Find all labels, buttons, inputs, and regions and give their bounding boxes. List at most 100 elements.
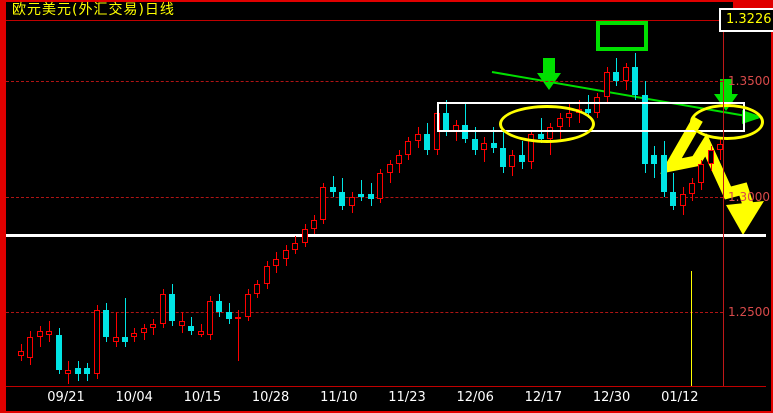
candle-body — [18, 351, 24, 356]
candle-body — [377, 173, 384, 199]
date-tick-label: 12/06 — [456, 390, 494, 405]
candle-body — [55, 335, 62, 370]
candle-body — [471, 138, 478, 151]
window-border-top — [0, 0, 773, 2]
gridline-1.3500 — [6, 81, 723, 83]
candle-body — [140, 328, 147, 333]
candle-body — [292, 242, 299, 250]
date-axis: 09/21 10/04 10/15 10/28 11/10 11/23 12/06 12/17… — [6, 388, 766, 411]
candle-body — [688, 182, 695, 195]
price-plot-area[interactable]: 1.3500 1.3000 1.2500 1.3226 — [6, 8, 773, 386]
candle-body — [717, 144, 724, 151]
window-border-bottom — [0, 411, 773, 413]
candle-body — [27, 337, 34, 359]
candle-body — [235, 316, 242, 319]
candle-body — [396, 154, 402, 165]
candle-body — [131, 332, 138, 338]
axis-divider — [6, 386, 766, 387]
candle-wick — [116, 312, 117, 347]
candle-body — [339, 191, 346, 206]
candle-wick — [673, 173, 674, 211]
sell-signal-arrow-mid-path — [537, 58, 561, 90]
candle-body — [103, 309, 110, 338]
date-tick-label: 11/10 — [320, 390, 358, 405]
crosshair-vertical-yellow[interactable] — [691, 271, 692, 386]
candle-body — [641, 94, 648, 165]
candle-body — [84, 367, 91, 375]
annotation-overlay — [491, 58, 764, 235]
breakdown-retest-ellipse — [690, 104, 764, 140]
gridline-1.2500 — [6, 312, 723, 314]
candle-wick — [238, 309, 239, 361]
candle-body — [207, 300, 213, 336]
resistance-retest-ellipse — [499, 105, 595, 143]
date-tick-label: 11/23 — [388, 390, 426, 405]
candle-body — [93, 309, 100, 375]
candle-body — [414, 134, 421, 142]
candle-body — [509, 154, 516, 167]
candle-body — [424, 134, 431, 151]
date-tick-label: 10/15 — [183, 390, 222, 405]
candle-body — [225, 312, 232, 319]
price-tick-label: 1.3000 — [728, 189, 770, 204]
major-support-line — [6, 233, 766, 237]
candle-wick — [588, 94, 589, 119]
candle-body — [216, 300, 223, 313]
candle-body — [112, 337, 119, 343]
candle-body — [386, 164, 393, 174]
candle-body — [348, 196, 355, 206]
date-tick-label: 09/21 — [47, 390, 85, 405]
date-tick-label: 01/12 — [661, 390, 699, 405]
crosshair-vertical-red[interactable] — [723, 21, 724, 386]
title-divider — [6, 20, 766, 21]
candle-wick — [361, 180, 362, 202]
candle-body — [282, 249, 289, 259]
candle-body — [36, 330, 43, 338]
candle-body — [169, 293, 176, 322]
candle-body — [273, 258, 280, 266]
last-price-tag: 1.3226 — [719, 8, 773, 32]
price-tick-label: 1.3500 — [728, 74, 770, 89]
date-tick-label: 12/30 — [592, 390, 631, 405]
candle-body — [707, 150, 714, 165]
candle-body — [603, 71, 610, 98]
topping-pattern-box — [596, 21, 648, 51]
candle-body — [613, 71, 620, 82]
candle-wick — [333, 175, 334, 197]
candle-body — [405, 141, 412, 155]
candle-body — [320, 187, 327, 220]
candle-body — [499, 148, 506, 167]
date-tick-label: 10/28 — [251, 390, 290, 405]
candle-body — [660, 154, 667, 192]
candle-wick — [125, 298, 126, 347]
candle-body — [310, 219, 317, 229]
candle-wick — [465, 104, 466, 144]
date-tick-label: 10/04 — [115, 390, 153, 405]
candle-body — [121, 337, 128, 343]
candle-body — [74, 367, 81, 375]
candle-body — [622, 67, 629, 82]
gridline-1.3000 — [6, 196, 723, 198]
window-border-right — [771, 0, 773, 413]
candle-body — [358, 194, 365, 197]
candle-body — [329, 187, 336, 192]
date-tick-label: 12/17 — [524, 390, 563, 405]
candle-body — [679, 194, 686, 206]
candle-body — [670, 191, 677, 206]
candle-body — [481, 143, 488, 151]
candle-body — [46, 330, 53, 336]
chart-title: 欧元美元(外汇交易)日线 — [12, 2, 175, 18]
candle-body — [65, 369, 72, 375]
candle-body — [254, 284, 261, 294]
window-border-left — [0, 0, 6, 413]
corner-marker — [733, 2, 771, 12]
candle-body — [159, 293, 166, 324]
candle-body — [367, 194, 374, 199]
candle-body — [150, 323, 157, 329]
candle-body — [632, 67, 639, 95]
candle-body — [244, 293, 251, 317]
candle-wick — [493, 127, 494, 153]
candle-body — [301, 228, 308, 243]
candle-body — [178, 321, 185, 326]
